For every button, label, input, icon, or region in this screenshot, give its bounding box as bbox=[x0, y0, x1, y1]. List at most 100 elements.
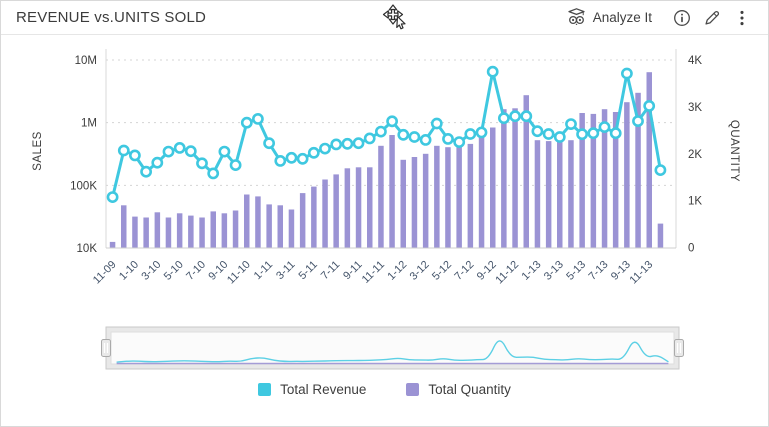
quantity-bar[interactable] bbox=[378, 145, 384, 248]
legend-item-total-quantity[interactable]: Total Quantity bbox=[406, 382, 511, 397]
quantity-bar[interactable] bbox=[143, 217, 149, 248]
revenue-point[interactable] bbox=[106, 191, 119, 203]
revenue-point[interactable] bbox=[632, 115, 644, 127]
revenue-point[interactable] bbox=[609, 127, 622, 140]
revenue-point[interactable] bbox=[430, 117, 443, 130]
revenue-point[interactable] bbox=[128, 149, 141, 162]
revenue-point[interactable] bbox=[408, 131, 421, 143]
quantity-bar[interactable] bbox=[568, 140, 574, 248]
quantity-bar[interactable] bbox=[490, 127, 496, 248]
quantity-bar[interactable] bbox=[221, 213, 228, 248]
revenue-point[interactable] bbox=[173, 141, 186, 154]
revenue-point[interactable] bbox=[251, 113, 264, 125]
quantity-bar[interactable] bbox=[344, 168, 351, 248]
revenue-point[interactable] bbox=[363, 132, 376, 145]
revenue-point[interactable] bbox=[553, 131, 566, 143]
edit-button[interactable] bbox=[700, 6, 724, 30]
quantity-bar[interactable] bbox=[478, 135, 485, 248]
quantity-bar[interactable] bbox=[355, 167, 362, 248]
revenue-point[interactable] bbox=[274, 154, 287, 167]
menu-button[interactable] bbox=[730, 6, 754, 30]
quantity-bar[interactable] bbox=[210, 211, 217, 248]
quantity-bar[interactable] bbox=[199, 217, 205, 248]
revenue-point[interactable] bbox=[486, 65, 499, 78]
quantity-bar[interactable] bbox=[121, 205, 127, 248]
revenue-point[interactable] bbox=[643, 100, 656, 112]
quantity-bar[interactable] bbox=[266, 204, 272, 248]
revenue-point[interactable] bbox=[497, 112, 510, 125]
revenue-point[interactable] bbox=[341, 137, 354, 150]
revenue-point[interactable] bbox=[218, 145, 231, 158]
quantity-bar[interactable] bbox=[512, 108, 518, 248]
revenue-point[interactable] bbox=[531, 125, 544, 138]
navigator-handle-right[interactable] bbox=[674, 339, 684, 357]
quantity-bar[interactable] bbox=[411, 157, 418, 248]
revenue-point[interactable] bbox=[196, 157, 208, 170]
quantity-bar[interactable] bbox=[165, 217, 172, 248]
revenue-point[interactable] bbox=[296, 152, 309, 165]
revenue-point[interactable] bbox=[621, 67, 633, 80]
quantity-bar[interactable] bbox=[579, 113, 585, 248]
revenue-point[interactable] bbox=[352, 137, 365, 150]
revenue-point[interactable] bbox=[598, 121, 611, 133]
quantity-bar[interactable] bbox=[601, 109, 608, 248]
revenue-point[interactable] bbox=[374, 125, 387, 138]
revenue-point[interactable] bbox=[140, 165, 152, 178]
analyze-it-button[interactable]: Analyze It bbox=[566, 7, 652, 29]
revenue-point[interactable] bbox=[509, 110, 521, 123]
quantity-bar[interactable] bbox=[590, 113, 597, 248]
quantity-bar[interactable] bbox=[311, 186, 317, 248]
quantity-bar[interactable] bbox=[635, 92, 641, 248]
revenue-point[interactable] bbox=[576, 128, 588, 141]
quantity-bar[interactable] bbox=[389, 135, 395, 248]
revenue-point[interactable] bbox=[151, 156, 164, 169]
quantity-bar[interactable] bbox=[523, 95, 530, 248]
revenue-point[interactable] bbox=[565, 118, 577, 130]
quantity-bar[interactable] bbox=[188, 215, 194, 248]
info-button[interactable] bbox=[670, 6, 694, 30]
quantity-bar[interactable] bbox=[501, 109, 507, 248]
revenue-point[interactable] bbox=[475, 126, 488, 139]
quantity-bar[interactable] bbox=[109, 241, 116, 248]
quantity-bar[interactable] bbox=[624, 102, 630, 248]
quantity-bar[interactable] bbox=[545, 141, 552, 248]
quantity-bar[interactable] bbox=[277, 205, 284, 248]
revenue-point[interactable] bbox=[419, 133, 432, 146]
navigator-handle-left[interactable] bbox=[101, 339, 111, 357]
revenue-point[interactable] bbox=[330, 138, 343, 151]
quantity-bar[interactable] bbox=[322, 179, 328, 248]
quantity-bar[interactable] bbox=[445, 147, 451, 248]
revenue-point[interactable] bbox=[587, 127, 600, 140]
revenue-point[interactable] bbox=[285, 151, 298, 164]
quantity-bar[interactable] bbox=[176, 213, 183, 248]
quantity-bar[interactable] bbox=[422, 153, 429, 248]
quantity-bar[interactable] bbox=[657, 223, 664, 248]
quantity-bar[interactable] bbox=[400, 159, 407, 248]
revenue-point[interactable] bbox=[207, 167, 220, 180]
revenue-point[interactable] bbox=[162, 145, 175, 158]
quantity-bar[interactable] bbox=[232, 210, 239, 248]
revenue-point[interactable] bbox=[542, 128, 555, 140]
legend-item-total-revenue[interactable]: Total Revenue bbox=[258, 382, 366, 397]
quantity-bar[interactable] bbox=[467, 143, 474, 248]
quantity-bar[interactable] bbox=[255, 196, 261, 248]
quantity-bar[interactable] bbox=[367, 167, 373, 248]
revenue-point[interactable] bbox=[464, 128, 477, 140]
quantity-bar[interactable] bbox=[288, 209, 295, 248]
revenue-point[interactable] bbox=[442, 132, 454, 145]
revenue-point[interactable] bbox=[319, 142, 331, 155]
revenue-point[interactable] bbox=[386, 115, 398, 128]
revenue-point[interactable] bbox=[240, 116, 253, 129]
revenue-point[interactable] bbox=[397, 128, 410, 141]
quantity-bar[interactable] bbox=[557, 138, 563, 248]
quantity-bar[interactable] bbox=[434, 145, 440, 248]
revenue-point[interactable] bbox=[263, 137, 275, 150]
quantity-bar[interactable] bbox=[244, 194, 250, 248]
quantity-bar[interactable] bbox=[612, 112, 619, 248]
quantity-bar[interactable] bbox=[333, 174, 339, 248]
revenue-point[interactable] bbox=[453, 136, 466, 148]
quantity-bar[interactable] bbox=[299, 193, 306, 248]
quantity-bar[interactable] bbox=[154, 212, 161, 248]
revenue-point[interactable] bbox=[654, 164, 667, 176]
